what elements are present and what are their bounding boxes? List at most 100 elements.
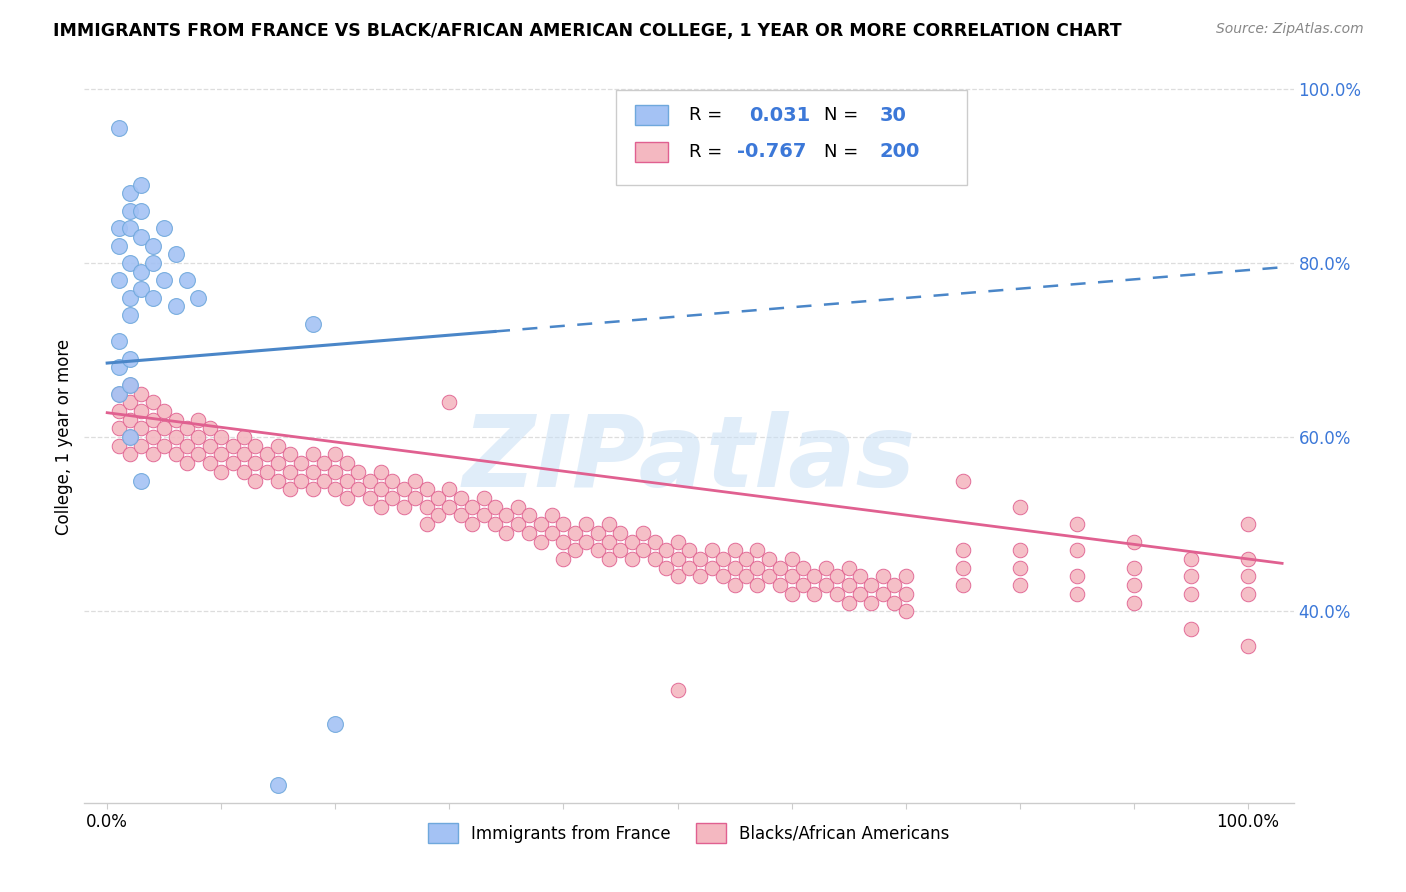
Point xyxy=(541,508,564,523)
Point xyxy=(404,491,426,505)
Point xyxy=(278,448,301,462)
Point xyxy=(711,552,734,566)
Point xyxy=(1122,534,1144,549)
Point xyxy=(1008,560,1031,574)
Point xyxy=(883,578,905,592)
Point xyxy=(586,525,609,540)
Point xyxy=(209,465,232,479)
Point xyxy=(1066,587,1088,601)
Point xyxy=(107,404,129,418)
Point xyxy=(598,534,620,549)
Point xyxy=(849,587,872,601)
Point xyxy=(792,560,814,574)
Point xyxy=(541,525,564,540)
Point xyxy=(575,534,598,549)
Point xyxy=(142,291,165,305)
Point xyxy=(633,525,655,540)
Point xyxy=(666,682,689,697)
Point xyxy=(620,534,643,549)
Point xyxy=(176,273,198,287)
Point xyxy=(187,412,209,426)
Point xyxy=(245,456,267,470)
Point xyxy=(700,543,723,558)
Point xyxy=(131,282,153,296)
Point xyxy=(118,412,141,426)
Point xyxy=(723,578,745,592)
Point xyxy=(575,517,598,532)
Point xyxy=(107,386,129,401)
Point xyxy=(165,448,187,462)
Point xyxy=(142,238,165,252)
Point xyxy=(107,334,129,349)
Point xyxy=(711,569,734,583)
Point xyxy=(1066,569,1088,583)
Point xyxy=(553,534,575,549)
Point xyxy=(952,474,974,488)
Text: R =: R = xyxy=(689,143,728,161)
Point xyxy=(1008,500,1031,514)
Point xyxy=(301,317,323,331)
Text: 30: 30 xyxy=(880,106,907,125)
Point xyxy=(301,465,323,479)
Point xyxy=(301,448,323,462)
Text: R =: R = xyxy=(689,106,728,124)
Point xyxy=(825,569,848,583)
Point xyxy=(803,587,825,601)
Point xyxy=(883,595,905,609)
Point xyxy=(644,552,666,566)
Point xyxy=(700,560,723,574)
Point xyxy=(118,395,141,409)
Point xyxy=(278,465,301,479)
Point xyxy=(803,569,825,583)
Point xyxy=(176,456,198,470)
Point xyxy=(347,465,370,479)
Text: -0.767: -0.767 xyxy=(737,143,807,161)
Point xyxy=(347,483,370,497)
Point xyxy=(620,552,643,566)
Point xyxy=(323,483,346,497)
Point xyxy=(952,560,974,574)
Point xyxy=(370,483,392,497)
Point xyxy=(564,543,586,558)
Point xyxy=(609,543,631,558)
Point xyxy=(336,474,359,488)
Point xyxy=(233,430,256,444)
Point xyxy=(118,256,141,270)
Point xyxy=(530,534,553,549)
Point xyxy=(461,500,484,514)
Point xyxy=(312,456,335,470)
Point xyxy=(131,178,153,192)
Point xyxy=(118,430,141,444)
Point xyxy=(165,412,187,426)
Point xyxy=(165,430,187,444)
Point xyxy=(118,186,141,201)
Point xyxy=(153,221,176,235)
Point xyxy=(586,543,609,558)
Point xyxy=(415,500,437,514)
Point xyxy=(735,552,758,566)
Point xyxy=(609,525,631,540)
Point xyxy=(952,578,974,592)
Point xyxy=(118,291,141,305)
Point xyxy=(439,500,461,514)
Point xyxy=(1066,543,1088,558)
Text: IMMIGRANTS FROM FRANCE VS BLACK/AFRICAN AMERICAN COLLEGE, 1 YEAR OR MORE CORRELA: IMMIGRANTS FROM FRANCE VS BLACK/AFRICAN … xyxy=(53,22,1122,40)
Point xyxy=(118,448,141,462)
Point xyxy=(780,552,803,566)
Point xyxy=(780,569,803,583)
Point xyxy=(107,386,129,401)
Point xyxy=(450,508,472,523)
Point xyxy=(517,525,540,540)
Point xyxy=(1008,578,1031,592)
Point xyxy=(404,474,426,488)
Point xyxy=(381,491,404,505)
Point xyxy=(666,569,689,583)
Point xyxy=(644,534,666,549)
Point xyxy=(792,578,814,592)
Point xyxy=(1180,552,1202,566)
Point xyxy=(439,483,461,497)
Point xyxy=(176,439,198,453)
Point xyxy=(267,778,290,792)
Point xyxy=(233,448,256,462)
Point xyxy=(1122,578,1144,592)
